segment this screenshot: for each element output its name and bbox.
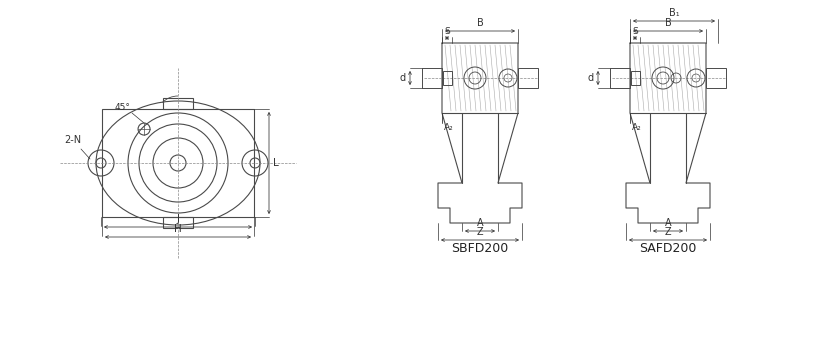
Text: Z: Z [477, 227, 483, 237]
Text: S: S [444, 27, 450, 36]
Text: J: J [176, 214, 180, 224]
Bar [631, 71, 640, 85]
Text: 45°: 45° [114, 103, 130, 112]
Text: B: B [477, 18, 483, 28]
Text: d: d [400, 73, 406, 83]
Bar [706, 68, 726, 88]
Text: S: S [632, 27, 638, 36]
Bar [443, 71, 452, 85]
Text: SBFD200: SBFD200 [451, 241, 508, 255]
Text: B₁: B₁ [668, 8, 679, 18]
Bar [518, 68, 538, 88]
Text: d: d [588, 73, 594, 83]
Text: B: B [664, 18, 672, 28]
Text: A₂: A₂ [444, 123, 454, 132]
Text: A: A [665, 218, 672, 228]
Text: SAFD200: SAFD200 [639, 241, 697, 255]
Text: A₂: A₂ [632, 123, 641, 132]
Text: H: H [174, 224, 182, 234]
Bar [422, 68, 442, 88]
Bar [102, 109, 254, 217]
Text: Z: Z [665, 227, 672, 237]
Text: 2-N: 2-N [64, 135, 82, 145]
Bar [163, 217, 193, 228]
Bar [163, 98, 193, 109]
Text: A: A [477, 218, 483, 228]
Bar [610, 68, 630, 88]
Text: L: L [273, 158, 279, 168]
